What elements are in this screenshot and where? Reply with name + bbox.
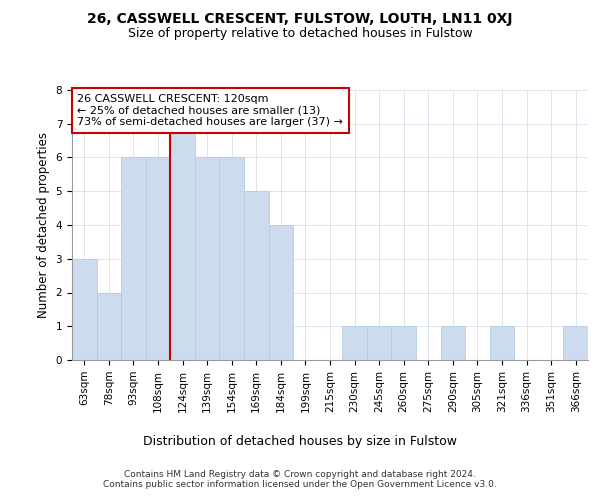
Bar [72,259,97,360]
Bar [391,326,416,360]
Bar [146,158,170,360]
Bar [440,326,465,360]
Bar [269,225,293,360]
Bar [244,191,269,360]
Text: 26 CASSWELL CRESCENT: 120sqm
← 25% of detached houses are smaller (13)
73% of se: 26 CASSWELL CRESCENT: 120sqm ← 25% of de… [77,94,343,127]
Bar [342,326,367,360]
Bar [195,158,220,360]
Text: Contains HM Land Registry data © Crown copyright and database right 2024.
Contai: Contains HM Land Registry data © Crown c… [103,470,497,490]
Bar [563,326,588,360]
Text: Size of property relative to detached houses in Fulstow: Size of property relative to detached ho… [128,28,472,40]
Bar [220,158,244,360]
Text: Distribution of detached houses by size in Fulstow: Distribution of detached houses by size … [143,435,457,448]
Bar [97,292,121,360]
Bar [121,158,146,360]
Text: 26, CASSWELL CRESCENT, FULSTOW, LOUTH, LN11 0XJ: 26, CASSWELL CRESCENT, FULSTOW, LOUTH, L… [87,12,513,26]
Bar [367,326,391,360]
Y-axis label: Number of detached properties: Number of detached properties [37,132,50,318]
Bar [170,124,195,360]
Bar [490,326,514,360]
